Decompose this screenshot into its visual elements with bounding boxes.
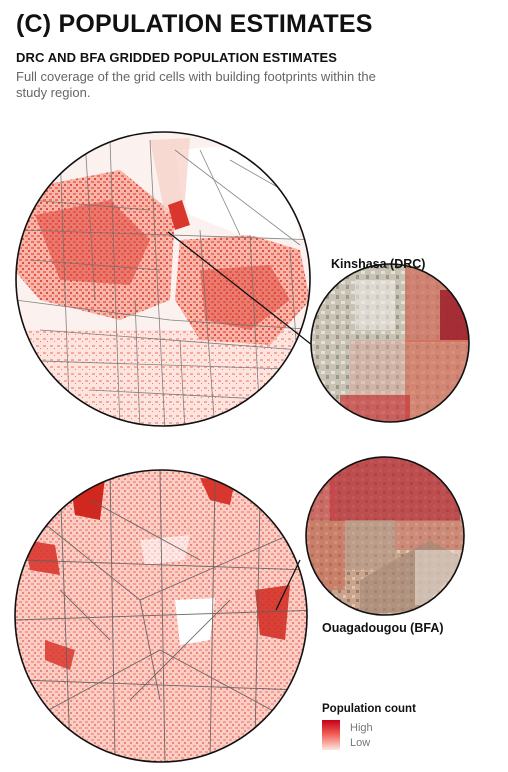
legend-color-ramp xyxy=(322,720,340,750)
kinshasa-label: Kinshasa (DRC) xyxy=(331,257,426,271)
ouagadougou-map xyxy=(14,469,308,763)
figure-title: (C) POPULATION ESTIMATES xyxy=(16,10,373,38)
ouagadougou-zoom-map xyxy=(305,456,465,616)
ouagadougou-connector-line xyxy=(275,559,301,611)
kinshasa-zoom-map xyxy=(310,263,470,423)
ouagadougou-label: Ouagadougou (BFA) xyxy=(322,621,444,635)
legend-high-label: High xyxy=(350,722,373,734)
kinshasa-connector-line xyxy=(167,231,313,346)
figure-subtitle: DRC AND BFA GRIDDED POPULATION ESTIMATES xyxy=(16,50,338,65)
legend-title: Population count xyxy=(322,703,416,715)
legend-low-label: Low xyxy=(350,737,371,749)
figure-description: Full coverage of the grid cells with bui… xyxy=(16,69,376,100)
kinshasa-map xyxy=(15,131,311,427)
